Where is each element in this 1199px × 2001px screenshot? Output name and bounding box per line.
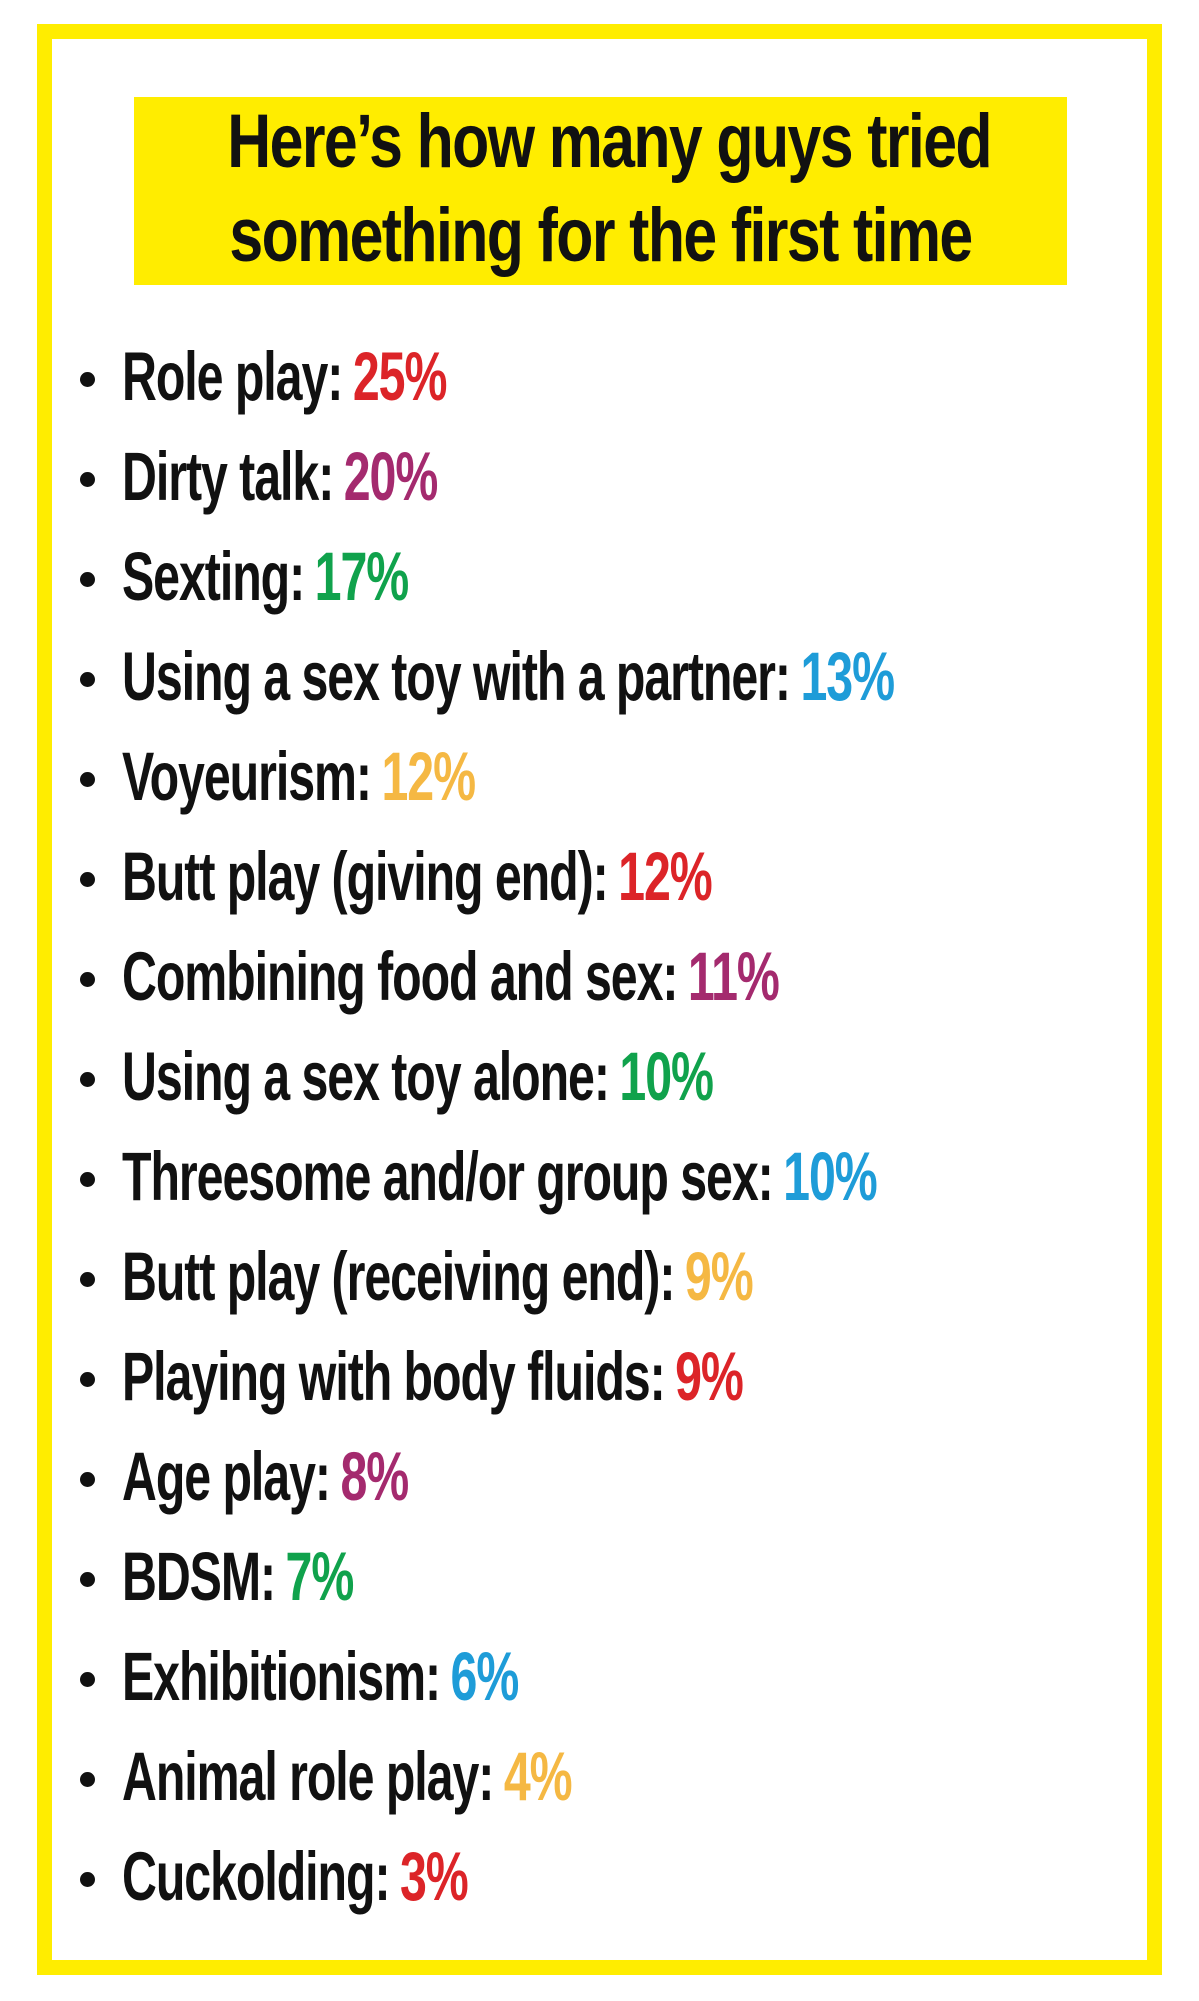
bullet-icon: [80, 1371, 95, 1387]
item-label: Dirty talk:: [122, 437, 334, 515]
bullet-icon: [80, 471, 95, 487]
list-item: Combining food and sex: 11%: [80, 940, 1140, 1040]
item-text: Animal role play: 4%: [122, 1742, 573, 1811]
item-label: BDSM:: [122, 1537, 276, 1615]
list-item: Age play: 8%: [80, 1440, 1140, 1540]
list-item: Using a sex toy alone: 10%: [80, 1040, 1140, 1140]
item-text: Sexting: 17%: [122, 542, 409, 611]
item-label: Playing with body fluids:: [122, 1337, 666, 1415]
item-text: Butt play (giving end): 12%: [122, 842, 713, 911]
item-label: Butt play (giving end):: [122, 837, 609, 915]
item-label: Animal role play:: [122, 1737, 494, 1815]
item-text: Playing with body fluids: 9%: [122, 1342, 744, 1411]
item-label: Threesome and/or group sex:: [122, 1137, 774, 1215]
list-item: Animal role play: 4%: [80, 1740, 1140, 1840]
item-label: Exhibitionism:: [122, 1637, 441, 1715]
bullet-icon: [80, 871, 95, 887]
item-label: Butt play (receiving end):: [122, 1237, 675, 1315]
item-value: 9%: [684, 1237, 754, 1315]
bullet-icon: [80, 771, 95, 787]
item-value: 10%: [783, 1137, 878, 1215]
item-value: 12%: [618, 837, 713, 915]
list-item: Sexting: 17%: [80, 540, 1140, 640]
bullet-icon: [80, 1571, 95, 1587]
bullet-icon: [80, 1471, 95, 1487]
item-value: 4%: [503, 1737, 573, 1815]
item-value: 17%: [314, 537, 410, 615]
item-label: Age play:: [122, 1437, 331, 1515]
list-item: Butt play (receiving end): 9%: [80, 1240, 1140, 1340]
title-banner: Here’s how many guys tried something for…: [134, 97, 1067, 285]
bullet-icon: [80, 1671, 95, 1687]
list-item: Butt play (giving end): 12%: [80, 840, 1140, 940]
item-text: Cuckolding: 3%: [122, 1842, 469, 1911]
title-line-2: something for the first time: [229, 193, 973, 278]
item-text: Butt play (receiving end): 9%: [122, 1242, 754, 1311]
item-value: 6%: [450, 1637, 520, 1715]
item-text: Threesome and/or group sex: 10%: [122, 1142, 878, 1211]
list-item: Threesome and/or group sex: 10%: [80, 1140, 1140, 1240]
bullet-icon: [80, 571, 95, 587]
item-value: 25%: [352, 337, 448, 415]
bullet-icon: [80, 1071, 95, 1087]
item-value: 12%: [381, 737, 476, 815]
item-value: 11%: [687, 937, 780, 1015]
list-item: BDSM: 7%: [80, 1540, 1140, 1640]
bullet-icon: [80, 1771, 95, 1787]
page-border-frame: [37, 24, 1162, 1975]
bullet-icon: [80, 671, 95, 687]
bullet-icon: [80, 1171, 95, 1187]
list-item: Voyeurism: 12%: [80, 740, 1140, 840]
item-label: Role play:: [122, 337, 343, 415]
item-label: Combining food and sex:: [122, 937, 678, 1015]
bullet-icon: [80, 971, 95, 987]
item-text: Role play: 25%: [122, 342, 447, 411]
item-value: 10%: [619, 1037, 714, 1115]
item-value: 7%: [285, 1537, 355, 1615]
list-item: Dirty talk: 20%: [80, 440, 1140, 540]
item-value: 13%: [800, 637, 895, 715]
item-text: Using a sex toy alone: 10%: [122, 1042, 714, 1111]
item-text: Exhibitionism: 6%: [122, 1642, 519, 1711]
item-text: Dirty talk: 20%: [122, 442, 438, 511]
item-label: Using a sex toy with a partner:: [122, 637, 791, 715]
list-item: Playing with body fluids: 9%: [80, 1340, 1140, 1440]
item-value: 8%: [340, 1437, 409, 1515]
item-label: Voyeurism:: [122, 737, 372, 815]
item-label: Cuckolding:: [122, 1837, 391, 1915]
item-text: BDSM: 7%: [122, 1542, 354, 1611]
bullet-icon: [80, 371, 95, 387]
list-item: Using a sex toy with a partner: 13%: [80, 640, 1140, 740]
stats-list: Role play: 25% Dirty talk: 20% Sexting: 17%…: [80, 340, 1140, 1940]
title-line-1: Here’s how many guys tried: [227, 99, 992, 184]
bullet-icon: [80, 1871, 95, 1887]
item-label: Using a sex toy alone:: [122, 1037, 610, 1115]
item-value: 20%: [343, 437, 439, 515]
item-text: Voyeurism: 12%: [122, 742, 476, 811]
item-value: 3%: [399, 1837, 469, 1915]
list-item: Role play: 25%: [80, 340, 1140, 440]
item-text: Age play: 8%: [122, 1442, 409, 1511]
list-item: Cuckolding: 3%: [80, 1840, 1140, 1940]
item-text: Using a sex toy with a partner: 13%: [122, 642, 895, 711]
bullet-icon: [80, 1271, 95, 1287]
item-label: Sexting:: [122, 537, 305, 615]
item-text: Combining food and sex: 11%: [122, 942, 780, 1011]
item-value: 9%: [675, 1337, 744, 1415]
list-item: Exhibitionism: 6%: [80, 1640, 1140, 1740]
